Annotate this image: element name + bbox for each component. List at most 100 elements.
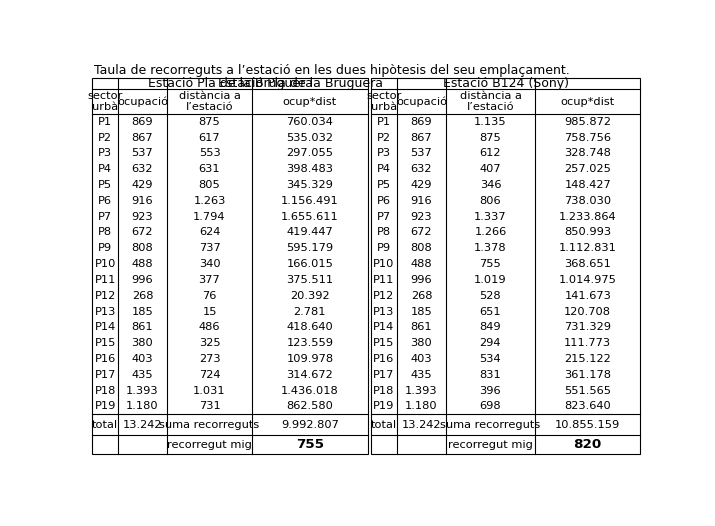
Text: 297.055: 297.055 <box>287 148 333 158</box>
Text: 1.655.611: 1.655.611 <box>281 211 339 221</box>
Text: 595.179: 595.179 <box>286 244 333 254</box>
Text: P10: P10 <box>373 259 395 269</box>
Text: P1: P1 <box>377 117 391 127</box>
Text: P2: P2 <box>377 133 391 143</box>
Text: 185: 185 <box>410 307 433 317</box>
Text: 808: 808 <box>132 244 153 254</box>
Text: P5: P5 <box>98 180 112 190</box>
Text: P16: P16 <box>373 354 395 364</box>
Text: 875: 875 <box>480 133 501 143</box>
Text: 148.427: 148.427 <box>564 180 611 190</box>
Text: 111.773: 111.773 <box>564 338 611 348</box>
Text: P18: P18 <box>373 386 395 396</box>
Text: 1.014.975: 1.014.975 <box>558 275 616 285</box>
Text: 869: 869 <box>132 117 153 127</box>
Text: 672: 672 <box>132 227 153 237</box>
Text: 486: 486 <box>199 322 220 332</box>
Text: 488: 488 <box>410 259 433 269</box>
Text: ocupació: ocupació <box>396 96 447 107</box>
Text: 867: 867 <box>132 133 153 143</box>
Bar <box>370 78 641 454</box>
Text: 862.580: 862.580 <box>287 401 333 411</box>
Text: 380: 380 <box>132 338 153 348</box>
Text: 361.178: 361.178 <box>564 370 611 380</box>
Text: P14: P14 <box>373 322 395 332</box>
Text: 257.025: 257.025 <box>564 164 611 174</box>
Text: Estació Pla de la Bruguera: Estació Pla de la Bruguera <box>147 77 312 90</box>
Text: 314.672: 314.672 <box>287 370 333 380</box>
Text: P16: P16 <box>94 354 116 364</box>
Text: P8: P8 <box>98 227 112 237</box>
Text: 1.031: 1.031 <box>193 386 226 396</box>
Text: 429: 429 <box>132 180 153 190</box>
Text: 1.794: 1.794 <box>193 211 226 221</box>
Text: P17: P17 <box>373 370 395 380</box>
Text: 831: 831 <box>480 370 501 380</box>
Text: 923: 923 <box>132 211 153 221</box>
Text: 1.263: 1.263 <box>193 196 226 206</box>
Text: 672: 672 <box>410 227 432 237</box>
Text: 435: 435 <box>132 370 153 380</box>
Text: recorregut mig: recorregut mig <box>448 440 533 450</box>
Text: 488: 488 <box>132 259 153 269</box>
Text: distància a
l’estació: distància a l’estació <box>460 91 521 113</box>
Text: P3: P3 <box>98 148 112 158</box>
Text: 1.266: 1.266 <box>474 227 506 237</box>
Text: P11: P11 <box>94 275 116 285</box>
Text: 805: 805 <box>199 180 220 190</box>
Text: 1.135: 1.135 <box>474 117 507 127</box>
Text: 1.019: 1.019 <box>474 275 507 285</box>
Text: 624: 624 <box>199 227 220 237</box>
Text: 1.378: 1.378 <box>474 244 507 254</box>
Text: 528: 528 <box>480 291 501 301</box>
Text: 724: 724 <box>199 370 220 380</box>
Text: 1.112.831: 1.112.831 <box>558 244 616 254</box>
Text: P19: P19 <box>373 401 395 411</box>
Text: ocup*dist: ocup*dist <box>282 97 337 107</box>
Text: 867: 867 <box>410 133 433 143</box>
Text: P3: P3 <box>377 148 391 158</box>
Text: 340: 340 <box>199 259 220 269</box>
Text: P7: P7 <box>377 211 391 221</box>
Text: 1.180: 1.180 <box>405 401 438 411</box>
Text: 1.180: 1.180 <box>126 401 159 411</box>
Text: P15: P15 <box>94 338 116 348</box>
Text: P1: P1 <box>98 117 112 127</box>
Text: 1.393: 1.393 <box>405 386 438 396</box>
Text: 396: 396 <box>480 386 501 396</box>
Text: Estació B124 (Sony): Estació B124 (Sony) <box>443 77 568 90</box>
Text: 553: 553 <box>199 148 220 158</box>
Text: 268: 268 <box>132 291 153 301</box>
Text: 377: 377 <box>199 275 220 285</box>
Text: 375.511: 375.511 <box>286 275 333 285</box>
Text: P5: P5 <box>377 180 391 190</box>
Text: ocup*dist: ocup*dist <box>561 97 615 107</box>
Text: P17: P17 <box>94 370 116 380</box>
Text: total: total <box>92 420 118 430</box>
Text: 418.640: 418.640 <box>287 322 333 332</box>
Text: 985.872: 985.872 <box>564 117 611 127</box>
Text: 537: 537 <box>132 148 153 158</box>
Text: suma recorreguts: suma recorreguts <box>440 420 541 430</box>
Text: 407: 407 <box>480 164 501 174</box>
Text: 875: 875 <box>199 117 220 127</box>
Text: 294: 294 <box>480 338 501 348</box>
Text: 141.673: 141.673 <box>564 291 611 301</box>
Text: P2: P2 <box>98 133 112 143</box>
Text: 849: 849 <box>480 322 501 332</box>
Text: 535.032: 535.032 <box>287 133 333 143</box>
Text: P10: P10 <box>94 259 116 269</box>
Text: 109.978: 109.978 <box>286 354 333 364</box>
Text: 738.030: 738.030 <box>564 196 611 206</box>
Text: 10.855.159: 10.855.159 <box>555 420 621 430</box>
Text: 268: 268 <box>410 291 432 301</box>
Text: P4: P4 <box>377 164 391 174</box>
Text: 435: 435 <box>410 370 433 380</box>
Text: 869: 869 <box>410 117 433 127</box>
Text: P6: P6 <box>377 196 391 206</box>
Text: 850.993: 850.993 <box>564 227 611 237</box>
Text: 996: 996 <box>132 275 153 285</box>
Text: 1.156.491: 1.156.491 <box>281 196 339 206</box>
Text: 632: 632 <box>132 164 153 174</box>
Text: 166.015: 166.015 <box>287 259 333 269</box>
